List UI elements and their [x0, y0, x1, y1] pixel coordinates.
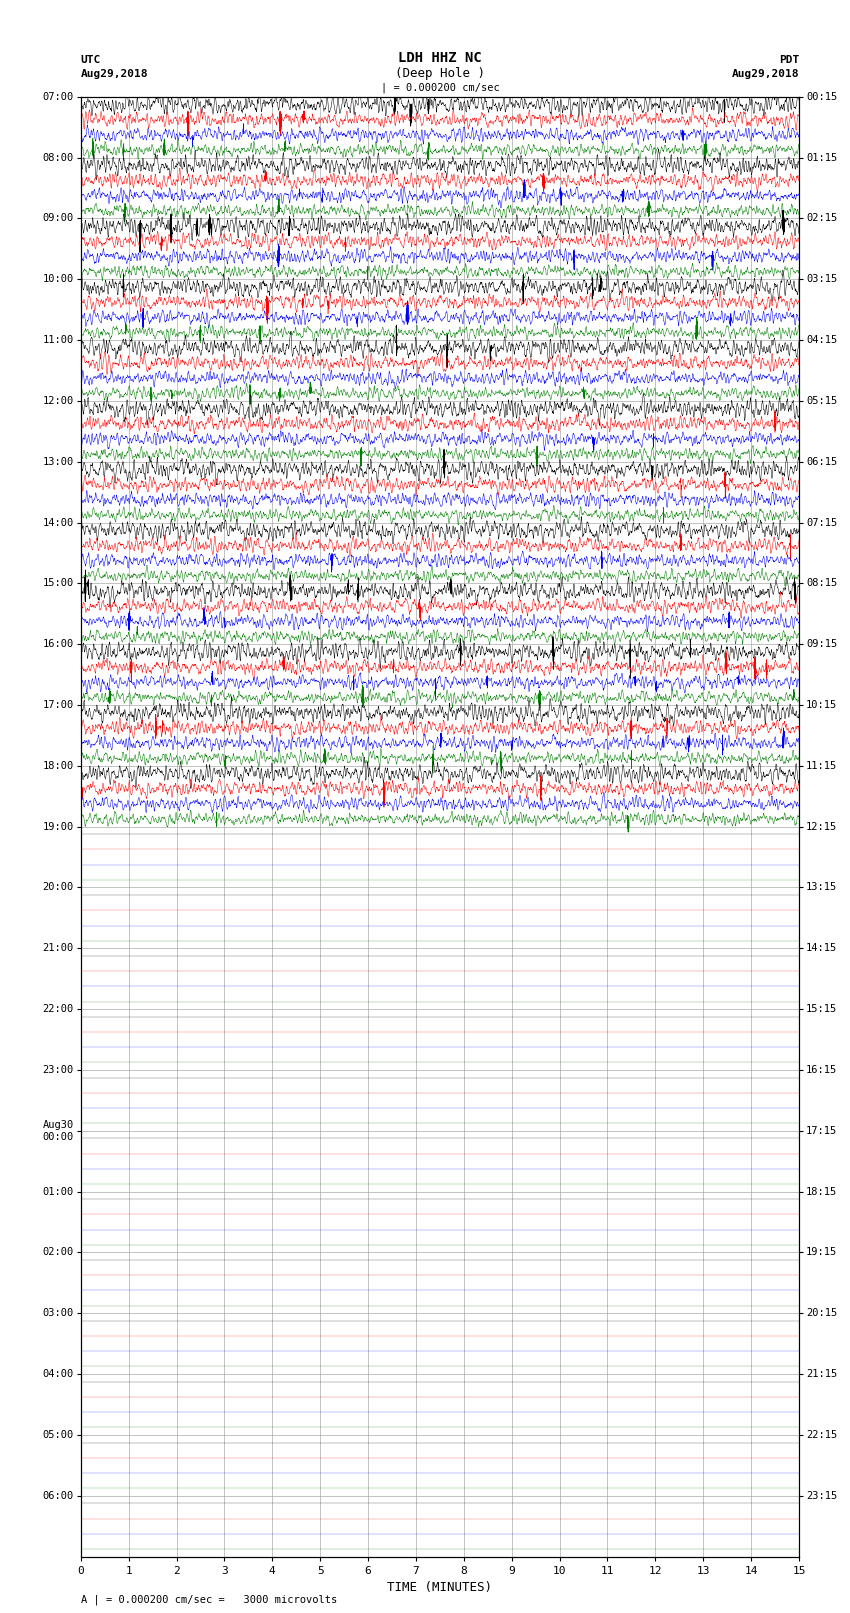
Text: A | = 0.000200 cm/sec =   3000 microvolts: A | = 0.000200 cm/sec = 3000 microvolts	[81, 1594, 337, 1605]
Text: LDH HHZ NC: LDH HHZ NC	[399, 52, 482, 65]
Text: UTC: UTC	[81, 55, 101, 65]
Text: (Deep Hole ): (Deep Hole )	[395, 66, 485, 79]
Text: PDT: PDT	[779, 55, 799, 65]
Text: | = 0.000200 cm/sec: | = 0.000200 cm/sec	[381, 82, 500, 92]
X-axis label: TIME (MINUTES): TIME (MINUTES)	[388, 1581, 492, 1594]
Text: Aug29,2018: Aug29,2018	[81, 69, 148, 79]
Text: Aug29,2018: Aug29,2018	[732, 69, 799, 79]
